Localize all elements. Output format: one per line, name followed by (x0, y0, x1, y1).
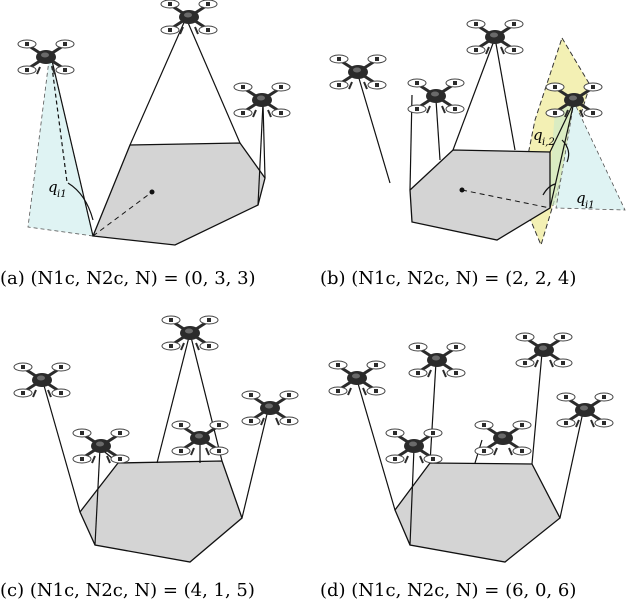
cone-a (27, 51, 94, 237)
svg-text:i1: i1 (57, 189, 67, 200)
payload-c (79, 460, 243, 563)
svg-text:q: q (48, 178, 58, 196)
payload-b (409, 149, 551, 241)
cone-b (555, 100, 626, 211)
panel-c: (c) (N1c, N2c, N) = (4, 1, 5) (0, 314, 300, 601)
panel-a: q i1 (a) (N1c, N2c, N) = (0, 3, 3) (0, 0, 292, 289)
panel-d: (d) (N1c, N2c, N) = (6, 0, 6) (320, 331, 615, 601)
panel-b: q i,2 q i1 (b) (N1c, N2c, N) = (2, 2, 4) (320, 18, 626, 289)
caption-d: (d) (N1c, N2c, N) = (6, 0, 6) (320, 580, 576, 601)
caption-b: (b) (N1c, N2c, N) = (2, 2, 4) (320, 268, 576, 289)
caption-c: (c) (N1c, N2c, N) = (4, 1, 5) (0, 580, 255, 601)
svg-text:q: q (576, 189, 586, 207)
payload-a (92, 142, 266, 246)
svg-text:i1: i1 (585, 200, 595, 211)
svg-text:q: q (533, 126, 543, 144)
svg-text:i,2: i,2 (542, 137, 555, 148)
caption-a: (a) (N1c, N2c, N) = (0, 3, 3) (0, 268, 256, 289)
payload-d (394, 462, 561, 563)
